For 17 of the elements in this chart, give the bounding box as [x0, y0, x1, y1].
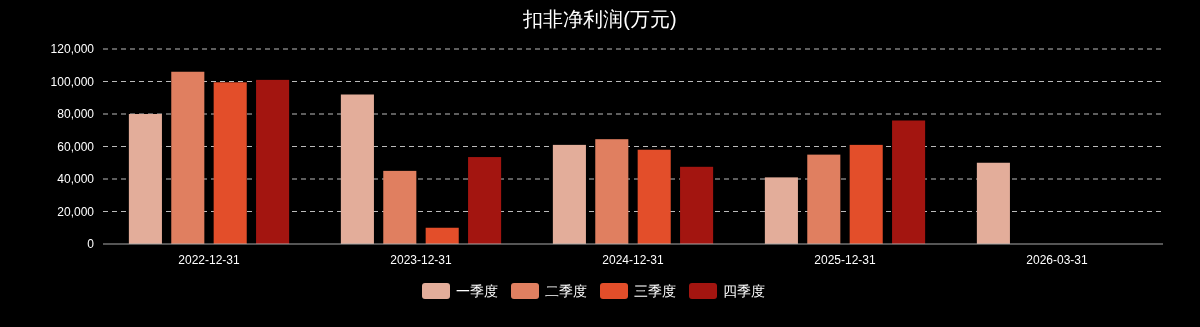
- title: 扣非净利润(万元): [523, 8, 677, 30]
- y-tick-label: 0: [87, 237, 95, 251]
- x-tick-label: 2024-12-31: [602, 253, 665, 267]
- y-tick-label: 20,000: [57, 204, 95, 219]
- legend-label: 三季度: [634, 283, 676, 299]
- y-tick-label: 100,000: [50, 74, 95, 89]
- x-tick-label: 2026-03-31: [1026, 253, 1089, 267]
- y-tick-label: 60,000: [57, 139, 95, 154]
- y-tick-label: 80,000: [57, 107, 95, 121]
- legend-label: 二季度: [545, 283, 587, 299]
- x-tick-label: 2025-12-31: [814, 253, 877, 267]
- legend-label: 四季度: [723, 283, 765, 299]
- x-tick-label: 2022-12-31: [178, 253, 241, 267]
- y-tick-label: 40,000: [57, 172, 95, 186]
- legend-label: 一季度: [456, 283, 498, 299]
- y-tick-label: 120,000: [50, 42, 95, 56]
- x-tick-label: 2023-12-31: [390, 253, 453, 267]
